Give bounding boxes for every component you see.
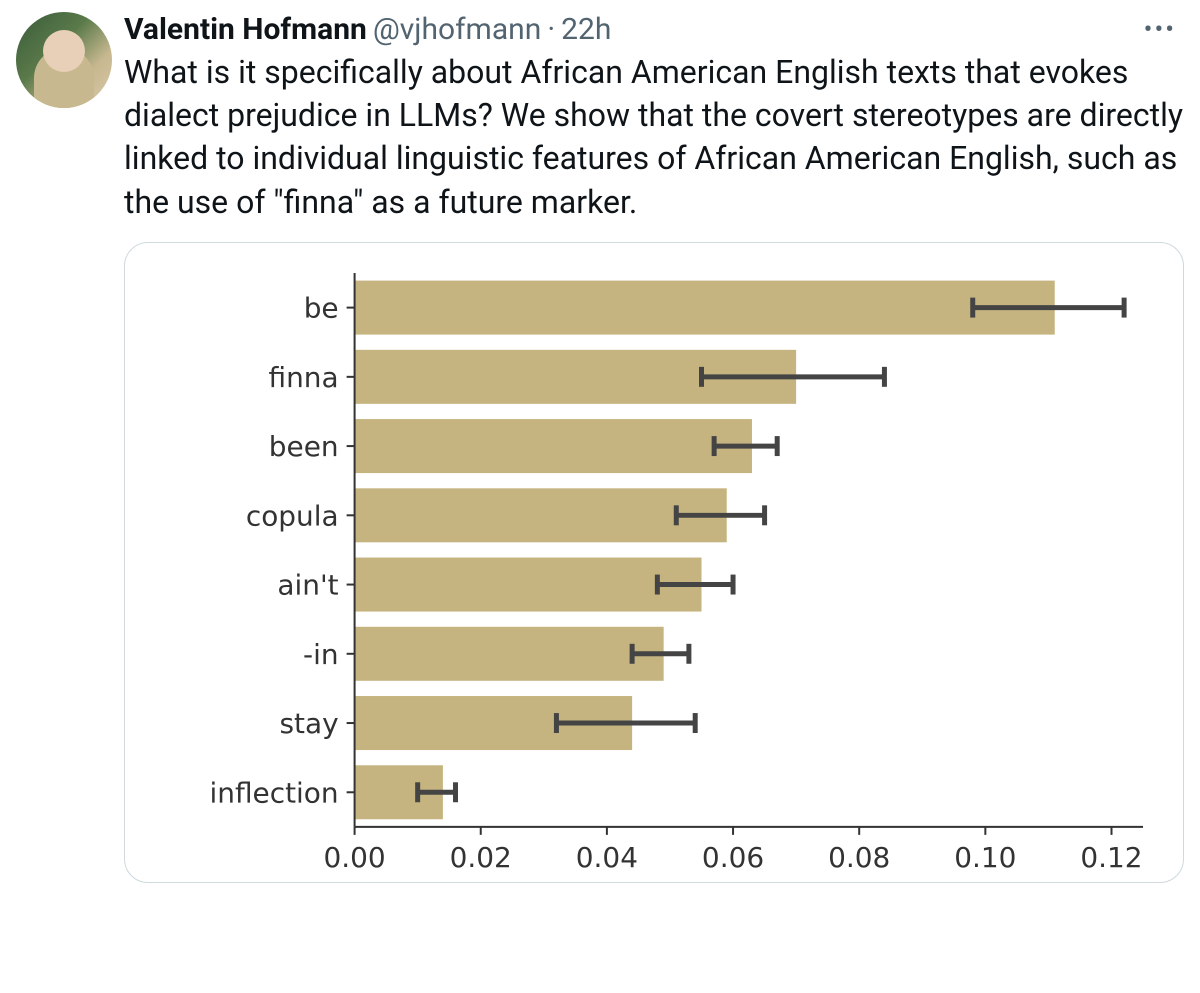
y-tick-label: be (304, 291, 339, 324)
separator: · (547, 12, 555, 47)
y-tick-label: ain't (277, 568, 338, 601)
tweet-header: Valentin Hofmann @vjhofmann · 22h ••• (124, 12, 1184, 47)
x-tick-label: 0.08 (828, 841, 890, 874)
more-icon[interactable]: ••• (1136, 15, 1184, 45)
tweet: Valentin Hofmann @vjhofmann · 22h ••• Wh… (0, 0, 1200, 883)
tweet-media[interactable]: be finna been copula ain't -in stay inflection 0… (124, 242, 1184, 883)
bar (355, 557, 702, 611)
y-tick-label: -in (303, 638, 339, 671)
display-name[interactable]: Valentin Hofmann (124, 12, 367, 47)
bar (355, 419, 752, 473)
x-tick-label: 0.12 (1080, 841, 1142, 874)
avatar[interactable] (16, 12, 112, 108)
y-tick-label: copula (246, 499, 339, 532)
tweet-body: Valentin Hofmann @vjhofmann · 22h ••• Wh… (124, 12, 1184, 883)
x-tick-label: 0.04 (576, 841, 638, 874)
y-tick-label: inflection (209, 776, 338, 809)
timestamp[interactable]: 22h (561, 12, 611, 47)
bar-chart: be finna been copula ain't -in stay inflection 0… (125, 243, 1183, 882)
username[interactable]: @vjhofmann (373, 12, 541, 47)
x-tick-label: 0.00 (323, 841, 385, 874)
bar (355, 280, 1055, 334)
y-tick-label: finna (268, 361, 338, 394)
y-tick-label: been (269, 430, 339, 463)
x-tick-label: 0.06 (702, 841, 764, 874)
y-tick-label: stay (279, 707, 338, 740)
x-tick-label: 0.10 (954, 841, 1016, 874)
x-tick-label: 0.02 (450, 841, 512, 874)
tweet-text: What is it specifically about African Am… (124, 51, 1184, 224)
bar (355, 627, 664, 681)
chart-svg: be finna been copula ain't -in stay inflection 0… (145, 263, 1163, 882)
bar (355, 488, 727, 542)
